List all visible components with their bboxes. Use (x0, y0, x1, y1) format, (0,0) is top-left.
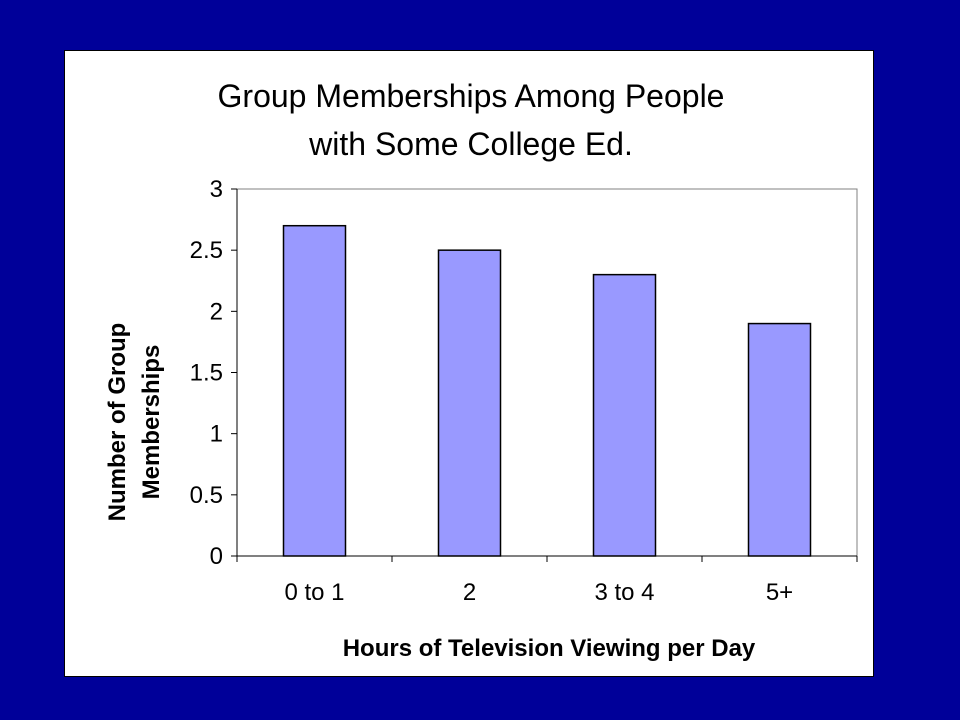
x-tick-label: 5+ (766, 579, 793, 606)
y-tick-label: 1 (210, 421, 223, 448)
x-axis: 0 to 1 2 3 to 4 5+ (236, 555, 858, 606)
chart-title-line-2: with Some College Ed. (308, 126, 633, 162)
y-axis-title-line-2: Memberships (138, 345, 165, 500)
y-tick-label: 2.5 (190, 237, 223, 264)
y-tick-label: 0 (210, 543, 223, 570)
y-axis: 0 0.5 1 1.5 2 2.5 3 (190, 176, 238, 570)
x-axis-title: Hours of Television Viewing per Day (343, 635, 756, 662)
chart-title-line-1: Group Memberships Among People (218, 78, 725, 114)
y-tick-label: 1.5 (190, 360, 223, 387)
y-tick-label: 0.5 (190, 482, 223, 509)
y-tick-label: 3 (210, 176, 223, 203)
y-axis-title: Number of Group Memberships (104, 323, 165, 522)
y-tick-label: 2 (210, 298, 223, 325)
x-tick-label: 2 (463, 579, 476, 606)
bar (592, 273, 657, 557)
y-axis-title-line-1: Number of Group (104, 323, 131, 522)
bar-series (282, 224, 812, 557)
bar (437, 249, 502, 557)
bar (747, 322, 812, 557)
bar-chart: Group Memberships Among People with Some… (104, 78, 858, 662)
x-tick-label: 3 to 4 (594, 579, 654, 606)
bar (282, 224, 347, 557)
chart-panel: Group Memberships Among People with Some… (64, 50, 874, 677)
x-tick-label: 0 to 1 (284, 579, 344, 606)
